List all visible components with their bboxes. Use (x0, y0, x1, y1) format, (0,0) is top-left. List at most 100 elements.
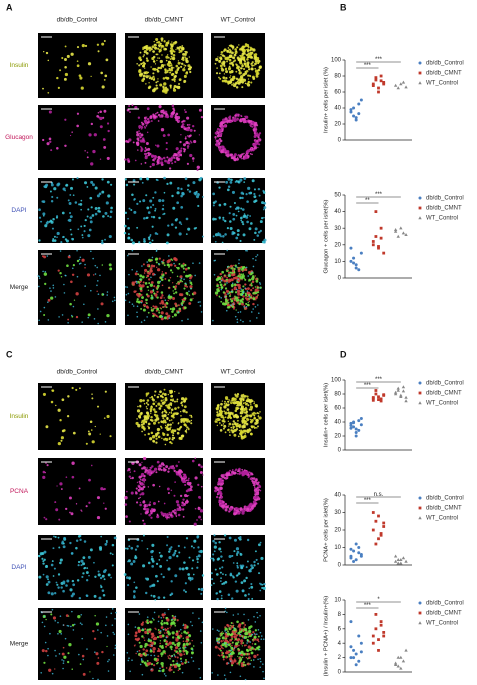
nucleus (71, 610, 73, 613)
nucleus (107, 660, 109, 663)
signal (138, 284, 142, 288)
signal (255, 422, 259, 425)
signal (244, 63, 247, 66)
signal (152, 483, 156, 487)
signal (138, 649, 141, 652)
nucleus (228, 274, 231, 276)
signal (251, 643, 254, 645)
data-point (371, 240, 375, 243)
signal (180, 397, 185, 401)
signal (250, 408, 253, 411)
nucleus (173, 551, 176, 555)
nucleus (259, 614, 261, 617)
signal (143, 402, 146, 405)
signal (230, 400, 232, 402)
nucleus (37, 275, 39, 277)
data-point (396, 655, 400, 659)
nucleus (59, 250, 62, 252)
nucleus (218, 641, 220, 643)
signal (246, 507, 250, 511)
data-point (396, 561, 400, 565)
signal (146, 49, 148, 51)
nucleus (110, 206, 113, 210)
signal (229, 76, 231, 79)
signal (143, 522, 146, 526)
nucleus (83, 303, 85, 306)
signal (244, 624, 247, 626)
nucleus (187, 318, 189, 320)
row-label: Insulin (10, 62, 29, 69)
signal (252, 631, 255, 634)
signal (241, 153, 244, 156)
signal (162, 66, 164, 68)
nucleus (253, 200, 256, 203)
signal (162, 514, 165, 517)
signal (86, 273, 91, 277)
signal (138, 56, 142, 60)
signal (231, 469, 234, 471)
signal (145, 420, 148, 423)
signal (162, 111, 166, 115)
data-point (371, 396, 375, 400)
signal (164, 64, 166, 66)
signal (239, 78, 243, 82)
nucleus (76, 579, 80, 582)
nucleus (199, 630, 202, 632)
nucleus (234, 315, 237, 318)
signal (42, 470, 46, 474)
nucleus (241, 220, 244, 224)
signal (147, 289, 150, 292)
nucleus (106, 291, 109, 293)
signal (237, 470, 239, 473)
nucleus (180, 187, 183, 191)
signal (165, 667, 168, 669)
signal (145, 298, 148, 302)
nucleus (252, 257, 254, 260)
signal (142, 55, 145, 58)
signal (197, 483, 200, 486)
nucleus (224, 580, 228, 584)
data-point (379, 236, 383, 240)
signal (242, 630, 245, 633)
signal (232, 414, 237, 419)
signal (103, 109, 107, 113)
nucleus (198, 617, 200, 620)
signal (161, 401, 165, 405)
signal (185, 136, 187, 138)
nucleus (107, 194, 111, 198)
signal (231, 397, 233, 399)
nucleus (150, 550, 154, 554)
signal (131, 476, 134, 480)
signal (243, 269, 246, 272)
signal (156, 662, 158, 665)
signal (219, 139, 223, 143)
nucleus (160, 573, 163, 576)
signal (240, 273, 243, 276)
nucleus (222, 235, 225, 238)
signal (257, 640, 260, 643)
signal (249, 152, 252, 155)
signal (60, 436, 64, 440)
signal (250, 81, 253, 84)
signal (246, 157, 248, 159)
nucleus (162, 596, 166, 599)
nucleus (212, 235, 215, 238)
signal (238, 664, 240, 666)
signal (106, 122, 110, 125)
signal (243, 67, 246, 71)
nucleus (113, 296, 116, 299)
signal (175, 147, 179, 151)
signal (237, 419, 239, 422)
panel-label: C (6, 349, 13, 359)
signal (183, 623, 185, 625)
signal (248, 632, 252, 636)
nucleus (189, 579, 192, 582)
nucleus (235, 179, 238, 182)
signal (229, 298, 232, 301)
signal (81, 510, 83, 512)
signal (235, 50, 238, 53)
image-bg (38, 458, 116, 525)
signal (226, 640, 230, 644)
nucleus (125, 293, 128, 296)
